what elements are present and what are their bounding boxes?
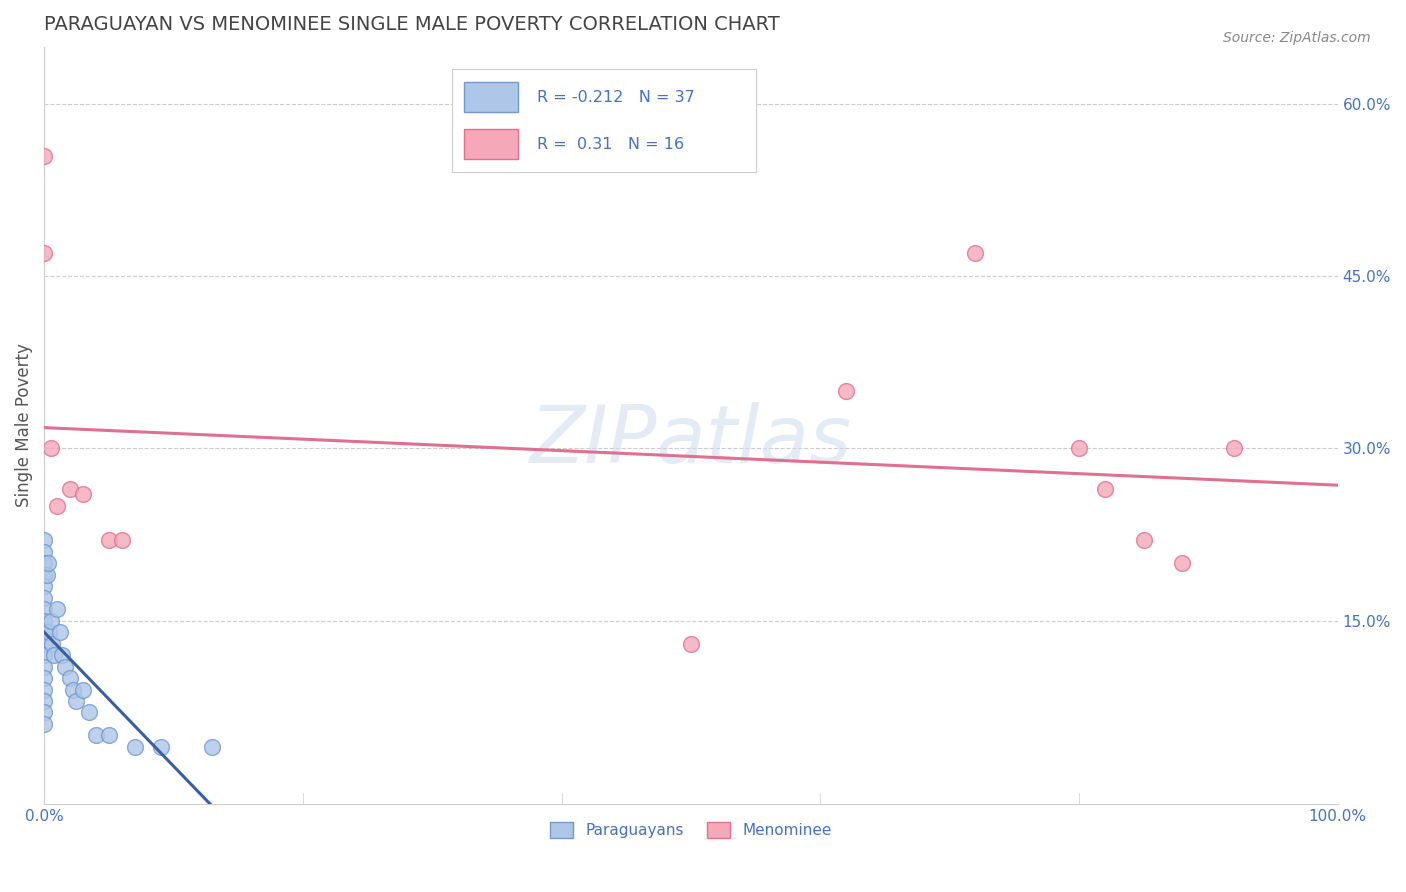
Point <box>38 625 60 640</box>
Point <box>32 591 55 605</box>
Legend: Paraguayans, Menominee: Paraguayans, Menominee <box>543 814 839 846</box>
Point <box>79 706 101 720</box>
Point <box>124 739 146 754</box>
Point <box>32 579 55 593</box>
Point <box>32 149 55 163</box>
Point <box>46 602 69 616</box>
Point <box>32 694 55 708</box>
Point <box>37 556 59 570</box>
Point <box>111 533 134 548</box>
Point <box>32 637 55 651</box>
Point <box>32 717 55 731</box>
Text: PARAGUAYAN VS MENOMINEE SINGLE MALE POVERTY CORRELATION CHART: PARAGUAYAN VS MENOMINEE SINGLE MALE POVE… <box>44 15 780 34</box>
Point <box>46 499 69 513</box>
Y-axis label: Single Male Poverty: Single Male Poverty <box>15 343 32 508</box>
Point <box>32 246 55 260</box>
Point <box>97 533 120 548</box>
Point <box>39 442 62 456</box>
Text: Source: ZipAtlas.com: Source: ZipAtlas.com <box>1223 31 1371 45</box>
Point <box>48 625 70 640</box>
Point <box>679 637 702 651</box>
Point <box>39 614 62 628</box>
Point <box>59 482 82 496</box>
Point <box>32 567 55 582</box>
Point <box>32 614 55 628</box>
Point <box>44 648 66 662</box>
Point <box>84 728 107 742</box>
Point <box>1067 442 1090 456</box>
Point <box>1171 556 1194 570</box>
Point <box>72 682 94 697</box>
Point <box>149 739 172 754</box>
Point <box>835 384 858 398</box>
Point <box>32 602 55 616</box>
Point <box>32 545 55 559</box>
Point <box>32 556 55 570</box>
Point <box>65 694 87 708</box>
Point <box>1094 482 1116 496</box>
Point <box>53 659 76 673</box>
Point <box>32 625 55 640</box>
Point <box>59 671 82 685</box>
Point <box>32 671 55 685</box>
Point <box>72 487 94 501</box>
Point <box>1223 442 1246 456</box>
Point <box>32 648 55 662</box>
Point <box>41 637 63 651</box>
Text: ZIPatlas: ZIPatlas <box>530 401 852 480</box>
Point <box>32 533 55 548</box>
Point <box>62 682 84 697</box>
Point <box>201 739 224 754</box>
Point <box>97 728 120 742</box>
Point <box>1132 533 1154 548</box>
Point <box>965 246 987 260</box>
Point <box>32 706 55 720</box>
Point <box>51 648 73 662</box>
Point <box>32 682 55 697</box>
Point <box>35 567 58 582</box>
Point <box>32 659 55 673</box>
